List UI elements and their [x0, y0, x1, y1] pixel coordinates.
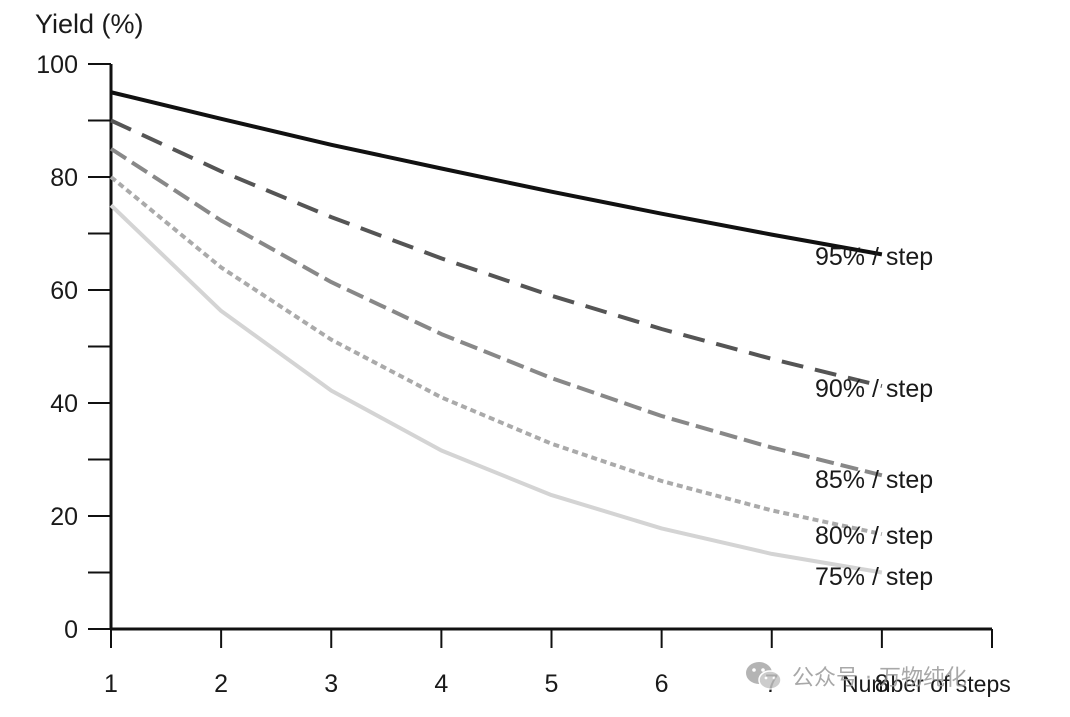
- series-label: 80% / step: [815, 522, 933, 550]
- y-tick-label: 60: [50, 277, 78, 305]
- x-tick-label: 2: [214, 670, 228, 698]
- x-axis-title: Number of steps: [842, 671, 1011, 697]
- series-labels: 95% / step 90% / step 85% / step 80% / step…: [815, 243, 933, 591]
- watermark-text: 公众号 · 万物纯化: [792, 666, 967, 691]
- series-lines: [109, 90, 883, 575]
- watermark: 公众号 · 万物纯化: [744, 656, 967, 696]
- y-tick-label: 80: [50, 164, 78, 192]
- axes: 02040608010012345678: [36, 51, 993, 698]
- x-tick-label: 8: [875, 670, 889, 698]
- series-line: [109, 175, 883, 537]
- series-label: 90% / step: [815, 375, 933, 403]
- series-label: 75% / step: [815, 563, 933, 591]
- y-tick-label: 100: [36, 51, 78, 79]
- series-line: [110, 118, 883, 389]
- x-tick-label: 5: [545, 670, 559, 698]
- series-label: 85% / step: [815, 466, 933, 494]
- x-tick-label: 6: [655, 670, 669, 698]
- series-label: 95% / step: [815, 243, 933, 271]
- y-tick-label: 0: [64, 616, 78, 644]
- series-line: [109, 203, 883, 575]
- series-line: [109, 147, 883, 478]
- y-axis-title: Yield (%): [35, 9, 144, 39]
- y-tick-label: 40: [50, 390, 78, 418]
- wechat-icon: [746, 662, 782, 690]
- x-tick-label: 1: [104, 670, 118, 698]
- x-tick-label: 4: [434, 670, 448, 698]
- series-line: [110, 90, 883, 257]
- y-tick-label: 20: [50, 503, 78, 531]
- x-tick-label: 3: [324, 670, 338, 698]
